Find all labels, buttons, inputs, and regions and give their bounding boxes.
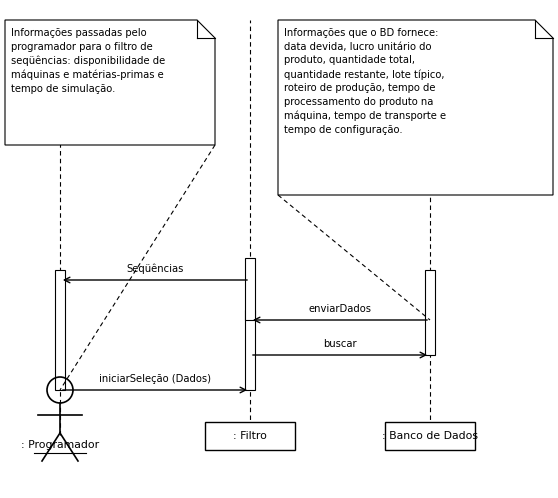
Text: Informações passadas pelo
programador para o filtro de
seqüências: disponibilida: Informações passadas pelo programador pa… — [11, 28, 165, 94]
Polygon shape — [5, 20, 215, 145]
Polygon shape — [278, 20, 553, 195]
Bar — [425, 270, 435, 355]
Text: iniciarSeleção (Dados): iniciarSeleção (Dados) — [99, 374, 211, 384]
Text: Seqüências: Seqüências — [126, 263, 184, 274]
Bar — [245, 310, 255, 390]
Text: buscar: buscar — [323, 339, 357, 349]
Text: enviarDados: enviarDados — [309, 304, 372, 314]
Bar — [245, 258, 255, 320]
Bar — [205, 422, 295, 450]
Bar — [385, 422, 475, 450]
Bar — [55, 270, 65, 390]
Text: : Banco de Dados: : Banco de Dados — [382, 431, 478, 441]
Text: Informações que o BD fornece:
data devida, lucro unitário do
produto, quantidade: Informações que o BD fornece: data devid… — [284, 28, 446, 134]
Text: : Programador: : Programador — [21, 440, 99, 450]
Text: : Filtro: : Filtro — [233, 431, 267, 441]
